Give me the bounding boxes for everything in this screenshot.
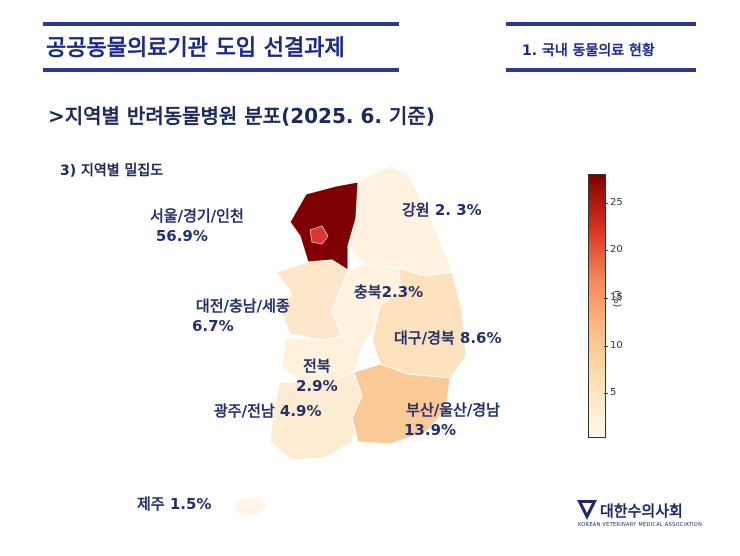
region-value: 2.9% xyxy=(296,377,338,395)
region-name: 대전/충남/세종 xyxy=(195,297,290,315)
color-scale-tick: 20 xyxy=(610,244,623,255)
region-name: 대구/경북 xyxy=(394,329,455,347)
slide-subtitle: >지역별 반려동물병원 분포(2025. 6. 기준) xyxy=(48,104,435,128)
color-scale-tick: 15 xyxy=(610,292,623,303)
page-title: 공공동물의료기관 도입 선결과제 xyxy=(46,36,345,61)
color-scale-tick: 5 xyxy=(610,387,617,398)
tick-mark xyxy=(604,393,608,394)
label-gyeongnam: 부산/울산/경남 13.9% xyxy=(404,400,502,440)
seoul-inset xyxy=(309,225,329,245)
region-value: 13.9% xyxy=(404,421,457,439)
color-scale-tick: 25 xyxy=(610,197,623,208)
kvma-logo-icon xyxy=(577,500,597,520)
region-value: 2.3% xyxy=(381,283,424,301)
label-gangwon: 강원 2. 3% xyxy=(402,200,482,220)
label-jeonnam: 광주/전남 4.9% xyxy=(214,401,322,421)
label-capital: 서울/경기/인천 56.9% xyxy=(150,206,244,246)
korea-choropleth-map xyxy=(231,165,467,517)
region-value: 1.5% xyxy=(169,495,212,513)
sub-heading: 3) 지역별 밀집도 xyxy=(60,163,164,179)
region-name: 강원 xyxy=(402,201,430,219)
label-jeju: 제주 1.5% xyxy=(137,494,211,514)
region-name: 전북 xyxy=(303,357,331,375)
section-label: 1. 국내 동물의료 현황 xyxy=(522,43,655,59)
tick-mark xyxy=(604,250,608,251)
logo-name: 대한수의사회 xyxy=(600,502,683,520)
label-chungnam: 대전/충남/세종 6.7% xyxy=(192,296,294,336)
region-value: 6.7% xyxy=(192,317,234,335)
color-scale-tick: 10 xyxy=(610,340,623,351)
tick-mark xyxy=(604,203,608,204)
label-jeonbuk: 전북 2.9% xyxy=(296,356,338,396)
section-rule-bottom xyxy=(506,68,696,72)
label-gyeongbuk: 대구/경북 8.6% xyxy=(394,328,502,348)
region-gangwon xyxy=(347,165,453,277)
header-rule-bottom xyxy=(43,68,399,72)
region-name: 부산/울산/경남 xyxy=(406,401,500,419)
region-value: 2. 3% xyxy=(434,201,482,219)
tick-mark xyxy=(604,298,608,299)
region-value: 56.9% xyxy=(155,227,208,245)
region-gyeonggi xyxy=(289,181,359,271)
region-value: 4.9% xyxy=(279,402,322,420)
color-scale-unit: (%) xyxy=(611,290,622,308)
region-value: 8.6% xyxy=(459,329,502,347)
color-scale-bar xyxy=(588,174,606,438)
region-jeju xyxy=(231,496,269,517)
region-name: 서울/경기/인천 xyxy=(150,207,244,225)
tick-mark xyxy=(604,346,608,347)
label-chungbuk: 충북2.3% xyxy=(354,282,423,302)
section-rule-top xyxy=(506,22,696,26)
region-jeonnam xyxy=(269,371,363,461)
header-rule-top xyxy=(43,22,399,26)
region-gyeongnam xyxy=(351,363,451,445)
region-name: 제주 xyxy=(137,495,165,513)
region-name: 충북 xyxy=(354,283,382,301)
logo-english: KOREAN VETERINARY MEDICAL ASSOCIATION xyxy=(578,522,703,528)
region-name: 광주/전남 xyxy=(214,402,275,420)
